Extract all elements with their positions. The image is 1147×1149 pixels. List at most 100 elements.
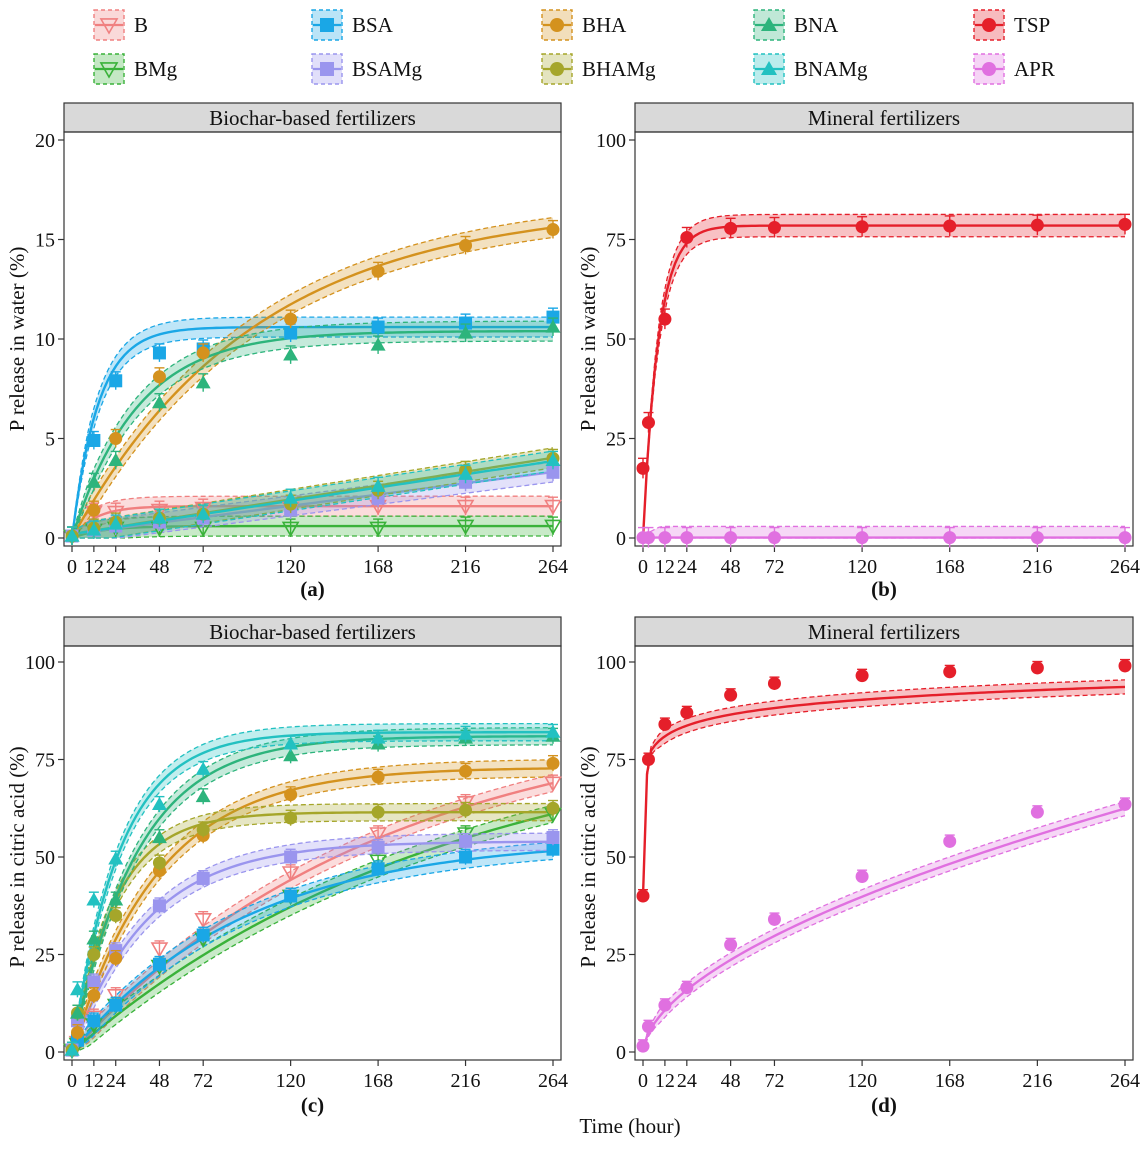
data-point-bsa <box>371 320 385 334</box>
data-point-apr <box>1030 531 1044 545</box>
data-point-bsa <box>196 928 210 942</box>
data-point-b <box>150 942 169 958</box>
y-tick-label: 20 <box>35 130 55 152</box>
y-axis-label: P release in water (%) <box>5 247 29 432</box>
ci-upper-bmg <box>71 515 553 537</box>
data-point-apr <box>1118 531 1132 545</box>
x-tick-label: 120 <box>276 1070 306 1092</box>
ci-lower-bsamg <box>71 481 554 539</box>
data-point-bsamg <box>87 975 101 989</box>
y-tick-label: 75 <box>35 750 55 772</box>
panel-strip-title: Biochar-based fertilizers <box>209 620 416 644</box>
data-point-b <box>194 912 213 929</box>
data-point-bnamg <box>64 528 80 542</box>
x-tick-label: 72 <box>193 1070 213 1092</box>
ci-lower-bsa <box>71 858 554 1053</box>
ci-lower-bna <box>71 340 554 539</box>
ci-lower-bna <box>71 744 554 1053</box>
panel-strip-title: Mineral fertilizers <box>808 620 960 644</box>
legend-key-bsamg <box>311 53 343 85</box>
data-point-bnamg <box>545 452 561 466</box>
x-axis-title: Time (hour) <box>579 1114 680 1138</box>
panel-label: (c) <box>301 1093 324 1117</box>
x-tick-label: 48 <box>149 556 169 578</box>
x-tick-label: 24 <box>106 556 126 578</box>
y-tick-label: 10 <box>35 329 55 351</box>
legend-marker-circle <box>982 18 996 32</box>
legend-label: TSP <box>1014 12 1051 37</box>
legend-marker-triangle <box>760 60 778 76</box>
data-point-apr <box>724 531 738 545</box>
data-point-bna <box>86 931 102 945</box>
data-point-b <box>281 866 300 882</box>
data-point-bsa <box>109 374 123 388</box>
y-tick-label: 25 <box>35 945 55 967</box>
x-tick-label: 0 <box>67 1070 77 1092</box>
ci-lower-bsamg <box>71 849 554 1053</box>
y-tick-label: 5 <box>45 429 55 451</box>
panel-strip <box>634 616 1134 647</box>
data-point-tsp <box>641 416 655 430</box>
legend-item-bsamg: BSAMg <box>310 49 422 89</box>
ci-band-tsp <box>643 679 1125 898</box>
data-point-bsa <box>371 862 385 876</box>
y-tick-label: 75 <box>606 750 626 772</box>
fit-line-tsp <box>641 224 1125 539</box>
ci-lower-b <box>71 790 554 1053</box>
data-point-bna <box>195 375 211 389</box>
x-tick-label: 24 <box>677 556 697 578</box>
fit-line-bna <box>70 735 554 1053</box>
x-tick-label: 72 <box>764 1070 784 1092</box>
panel-strip-title: Mineral fertilizers <box>808 106 960 130</box>
fit-line-bmg <box>71 812 554 1053</box>
data-point-bnamg <box>545 724 561 738</box>
y-tick-label: 50 <box>606 329 626 351</box>
x-tick-label: 264 <box>538 1070 568 1092</box>
panel-c: Biochar-based fertilizers 0 25 50 75 100 0 12 24… <box>5 616 568 1117</box>
data-point-bhamg <box>152 856 166 870</box>
x-tick-label: 168 <box>935 1070 965 1092</box>
ci-upper-bsamg <box>71 461 554 533</box>
legend-marker-square <box>320 62 334 76</box>
x-tick-label: 12 <box>84 556 104 578</box>
data-point-apr <box>680 531 694 545</box>
data-point-bnamg <box>86 892 102 906</box>
y-axis-label: P release in citric acid (%) <box>576 746 600 967</box>
legend-label: APR <box>1014 56 1055 81</box>
data-point-bha <box>371 264 385 278</box>
data-point-apr <box>943 834 957 848</box>
data-point-bna <box>151 830 167 844</box>
x-tick-label: 264 <box>1110 556 1140 578</box>
data-point-bha <box>70 1026 84 1039</box>
legend-item-bha: BHA <box>540 5 626 45</box>
legend-label: BHAMg <box>582 56 656 81</box>
ci-upper-bnamg <box>71 450 554 533</box>
ci-lower-apr <box>642 814 1126 1053</box>
y-axis-label: P release in water (%) <box>576 247 600 432</box>
y-tick-label: 15 <box>35 230 55 252</box>
ci-upper-bha <box>71 759 554 1051</box>
plot-frame <box>634 131 1134 547</box>
data-point-bsa <box>546 842 560 856</box>
ci-upper-apr <box>642 800 1126 1051</box>
legend-label: BSAMg <box>352 56 423 81</box>
data-point-bsamg <box>546 831 560 844</box>
data-point-bmg <box>544 519 562 536</box>
legend-key-apr <box>973 53 1005 85</box>
data-point-bsa <box>87 1014 101 1028</box>
x-tick-label: 120 <box>847 556 877 578</box>
data-point-tsp <box>1030 661 1044 675</box>
fit-line-bha <box>70 226 554 539</box>
legend-label: BHA <box>582 12 627 37</box>
fit-line-bmg <box>71 524 553 540</box>
data-point-bha <box>546 223 560 237</box>
data-point-apr <box>641 1020 655 1034</box>
data-point-tsp <box>767 676 781 690</box>
data-point-bhamg <box>459 803 473 817</box>
data-point-bnamg <box>151 796 167 810</box>
data-point-apr <box>943 531 957 545</box>
legend-item-bnamg: BNAMg <box>752 49 868 89</box>
y-axis-label: P release in citric acid (%) <box>5 746 29 967</box>
x-tick-label: 264 <box>538 556 568 578</box>
